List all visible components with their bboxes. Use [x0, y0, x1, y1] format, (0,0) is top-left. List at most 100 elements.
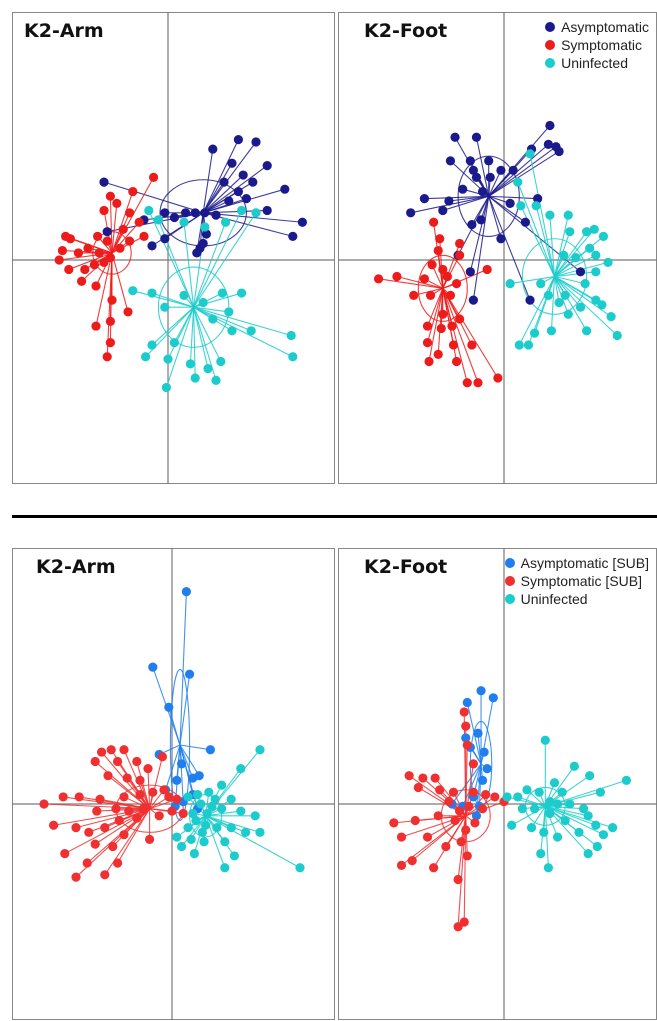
asymptomatic-spoke — [469, 196, 490, 272]
symptomatic-sub-point — [461, 721, 471, 731]
uninfected-spoke — [511, 805, 546, 826]
asymptomatic-point — [444, 196, 454, 206]
uninfected-spoke — [132, 290, 194, 308]
asymptomatic-sub-spoke — [168, 707, 181, 746]
symptomatic-sub-point — [108, 841, 118, 852]
asymptomatic-point — [520, 217, 531, 227]
symptomatic-sub-point — [407, 856, 417, 866]
symptomatic-sub-spoke — [147, 768, 151, 809]
legend-label: Asymptomatic — [561, 19, 649, 35]
uninfected-point — [543, 290, 553, 300]
chart-title: K2-Arm — [24, 20, 104, 42]
uninfected-point — [525, 149, 535, 159]
uninfected-spoke — [554, 276, 612, 318]
symptomatic-sub-spoke — [94, 808, 150, 845]
uninfected-spoke — [554, 271, 596, 278]
uninfected-point — [203, 363, 213, 374]
uninfected-point — [169, 338, 179, 348]
asymptomatic-point — [297, 217, 307, 227]
symptomatic-spoke — [426, 288, 444, 343]
symptomatic-sub-point — [470, 818, 480, 828]
asymptomatic-sub-point — [476, 686, 486, 696]
symptomatic-point — [125, 208, 135, 218]
uninfected-spoke — [554, 275, 586, 285]
uninfected-point — [212, 823, 222, 833]
uninfected-point — [144, 205, 154, 216]
symptomatic-sub-point — [119, 792, 129, 802]
uninfected-point — [507, 820, 517, 830]
symptomatic-point — [482, 264, 492, 275]
symptomatic-point — [105, 316, 115, 326]
symptomatic-point — [451, 356, 462, 367]
uninfected-spoke — [544, 806, 549, 868]
uninfected-point — [591, 820, 601, 830]
uninfected-point — [185, 359, 195, 369]
uninfected-spoke — [151, 292, 194, 308]
asymptomatic-sub-point — [181, 587, 191, 597]
asymptomatic-point — [450, 132, 460, 142]
uninfected-spoke — [189, 307, 195, 364]
legend-label: Symptomatic — [561, 37, 642, 53]
scatter-plot — [12, 548, 335, 1020]
uninfected-point — [186, 834, 196, 844]
asymptomatic-sub-spoke — [179, 744, 211, 751]
symptomatic-sub-point — [71, 823, 81, 833]
symptomatic-sub-point — [435, 785, 445, 795]
uninfected-point — [569, 761, 579, 771]
symptomatic-sub-point — [477, 804, 488, 814]
symptomatic-point — [442, 271, 452, 282]
asymptomatic-spoke — [488, 150, 560, 197]
asymptomatic-point — [476, 215, 486, 225]
uninfected-point — [545, 797, 555, 807]
uninfected-point — [207, 801, 217, 811]
symptomatic-sub-point — [453, 874, 463, 885]
asymptomatic-point — [484, 156, 494, 166]
symptomatic-point — [433, 245, 443, 256]
symptomatic-point — [455, 250, 465, 260]
uninfected-spoke — [193, 306, 229, 313]
uninfected-point — [221, 217, 231, 227]
uninfected-point — [530, 804, 540, 814]
symptomatic-point — [61, 231, 71, 241]
symptomatic-sub-point — [422, 832, 433, 842]
asymptomatic-ellipse — [457, 155, 520, 237]
asymptomatic-spoke — [488, 169, 514, 197]
uninfected-point — [226, 823, 236, 833]
asymptomatic-point — [438, 205, 448, 216]
symptomatic-spoke — [442, 288, 499, 379]
uninfected-spoke — [193, 210, 243, 308]
symptomatic-sub-point — [135, 789, 145, 800]
asymptomatic-sub-point — [177, 759, 187, 769]
uninfected-point — [208, 314, 218, 324]
symptomatic-point — [93, 231, 103, 241]
symptomatic-sub-point — [172, 794, 182, 804]
uninfected-point — [598, 231, 609, 241]
asymptomatic-spoke — [488, 146, 557, 197]
symptomatic-point — [73, 248, 83, 258]
uninfected-spoke — [549, 215, 556, 277]
uninfected-point — [621, 775, 631, 785]
uninfected-spoke — [205, 815, 235, 857]
asymptomatic-point — [445, 156, 456, 166]
uninfected-point — [177, 841, 187, 852]
asymptomatic-point — [219, 177, 229, 187]
symptomatic-point — [115, 243, 125, 253]
asymptomatic-sub-point — [473, 728, 483, 738]
symptomatic-point — [422, 321, 433, 331]
symptomatic-point — [425, 290, 436, 300]
symptomatic-sub-point — [413, 782, 423, 793]
asymptomatic-point — [200, 208, 210, 218]
uninfected-point — [582, 326, 592, 336]
symptomatic-point — [149, 172, 159, 182]
uninfected-point — [237, 288, 247, 298]
uninfected-spoke — [205, 815, 246, 833]
asymptomatic-sub-point — [205, 745, 215, 755]
symptomatic-point — [462, 378, 472, 388]
symptomatic-sub-point — [164, 792, 174, 802]
uninfected-point — [597, 300, 607, 310]
symptomatic-sub-point — [410, 815, 420, 826]
symptomatic-sub-point — [60, 848, 70, 859]
uninfected-point — [591, 250, 601, 260]
symptomatic-point — [94, 248, 104, 258]
asymptomatic-point — [468, 295, 478, 305]
